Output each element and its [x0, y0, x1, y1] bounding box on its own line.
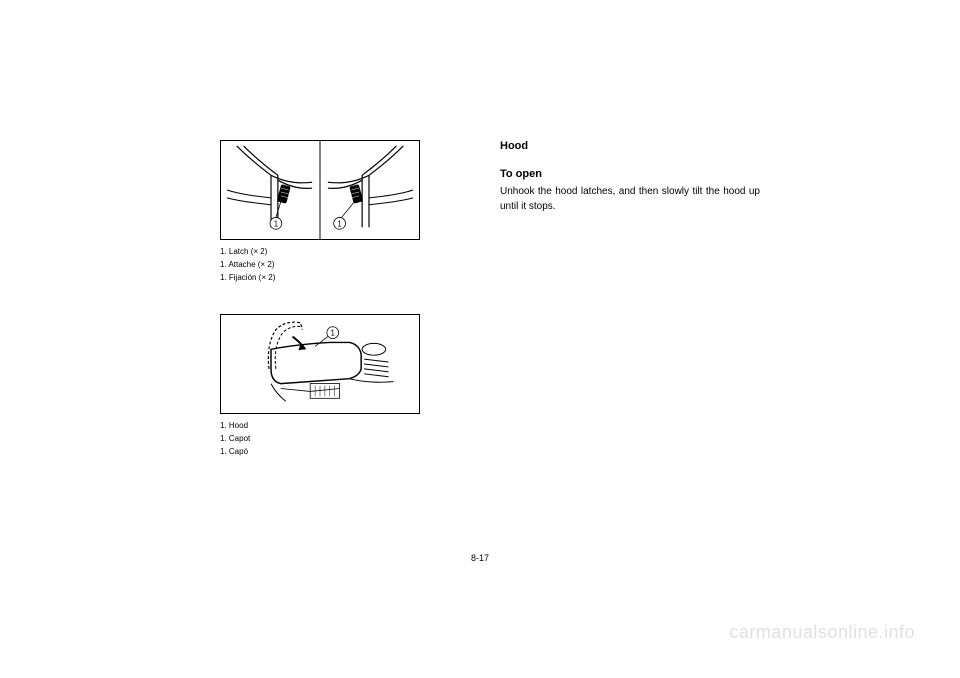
svg-text:1: 1 [274, 219, 278, 228]
caption-hood-es: 1. Capó [220, 446, 460, 459]
page-number: 8-17 [471, 553, 489, 563]
caption-latch-en: 1. Latch (× 2) [220, 246, 460, 259]
figure1-captions: 1. Latch (× 2) 1. Attache (× 2) 1. Fijac… [220, 246, 460, 284]
left-column: 1 [220, 140, 460, 489]
body-text-hood: Unhook the hood latches, and then slowly… [500, 184, 760, 214]
hood-diagram: 1 [221, 315, 419, 413]
caption-latch-es: 1. Fijación (× 2) [220, 272, 460, 285]
svg-text:1: 1 [337, 219, 341, 228]
latch-diagram: 1 [221, 141, 419, 239]
figure-hood: 1 [220, 314, 420, 414]
svg-text:1: 1 [331, 329, 335, 338]
caption-latch-fr: 1. Attache (× 2) [220, 259, 460, 272]
watermark: carmanualsonline.info [729, 622, 915, 643]
right-column: Hood To open Unhook the hood latches, an… [500, 140, 760, 214]
subsection-to-open: To open [500, 168, 760, 180]
section-title-hood: Hood [500, 140, 760, 152]
caption-hood-en: 1. Hood [220, 420, 460, 433]
figure-latches: 1 [220, 140, 420, 240]
figure2-captions: 1. Hood 1. Capot 1. Capó [220, 420, 460, 458]
caption-hood-fr: 1. Capot [220, 433, 460, 446]
